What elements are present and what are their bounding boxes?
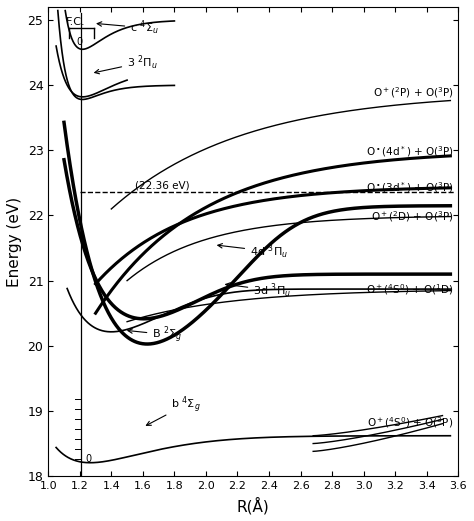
Text: 4d $^3\Pi_u$: 4d $^3\Pi_u$ — [218, 242, 288, 260]
Text: O$^+$($^2$D) + O($^3$P): O$^+$($^2$D) + O($^3$P) — [371, 209, 454, 224]
Text: b $^4\Sigma_g$: b $^4\Sigma_g$ — [146, 394, 201, 425]
Text: 0: 0 — [85, 454, 91, 464]
Y-axis label: Energy (eV): Energy (eV) — [7, 196, 22, 287]
Text: 3d $^3\Pi_u$: 3d $^3\Pi_u$ — [226, 281, 292, 300]
Text: B $^2\Sigma_g$: B $^2\Sigma_g$ — [128, 324, 182, 345]
Text: O$^\bullet$(4d$^*$) + O($^3$P): O$^\bullet$(4d$^*$) + O($^3$P) — [365, 144, 454, 159]
Text: 0: 0 — [76, 37, 82, 47]
Text: O$^+$($^4$S$^0$) + O($^1$D): O$^+$($^4$S$^0$) + O($^1$D) — [365, 282, 454, 296]
Text: 3 $^2\Pi_u$: 3 $^2\Pi_u$ — [95, 53, 158, 74]
Text: F.C.: F.C. — [66, 17, 86, 27]
Text: O$^+$($^4$S$^0$) + O($^3$P): O$^+$($^4$S$^0$) + O($^3$P) — [367, 415, 454, 430]
Text: O$^\bullet$(3d$^*$) + O($^3$P): O$^\bullet$(3d$^*$) + O($^3$P) — [365, 180, 454, 195]
X-axis label: R(Å): R(Å) — [237, 497, 270, 514]
Text: c $^4\Sigma_u$: c $^4\Sigma_u$ — [97, 19, 159, 37]
Text: (22.36 eV): (22.36 eV) — [135, 180, 190, 190]
Text: O$^+$($^2$P) + O($^3$P): O$^+$($^2$P) + O($^3$P) — [373, 85, 454, 101]
